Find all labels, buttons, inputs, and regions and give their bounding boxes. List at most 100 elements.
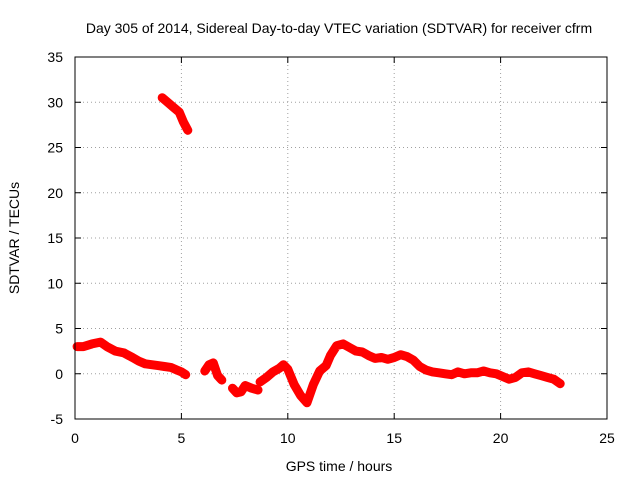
data-point bbox=[162, 97, 171, 106]
data-point bbox=[232, 388, 241, 397]
data-point bbox=[364, 351, 373, 360]
data-point bbox=[179, 118, 188, 127]
data-point bbox=[351, 347, 360, 356]
data-point bbox=[177, 367, 186, 376]
y-tick-label: 30 bbox=[47, 94, 63, 110]
data-point bbox=[283, 365, 292, 374]
data-point bbox=[358, 348, 367, 357]
data-point bbox=[111, 347, 120, 356]
data-point bbox=[183, 126, 192, 135]
y-tick-label: 15 bbox=[47, 230, 63, 246]
data-point bbox=[524, 367, 533, 376]
data-point bbox=[88, 339, 97, 348]
data-point bbox=[530, 369, 539, 378]
series-segment-4 bbox=[228, 381, 263, 398]
data-point bbox=[447, 370, 456, 379]
data-point bbox=[498, 372, 507, 381]
y-tick-label: 20 bbox=[47, 185, 63, 201]
data-point bbox=[209, 358, 218, 367]
data-point bbox=[262, 373, 271, 382]
data-point bbox=[175, 108, 184, 117]
data-point bbox=[256, 377, 265, 386]
data-point bbox=[517, 368, 526, 377]
data-point bbox=[147, 360, 156, 369]
data-point bbox=[479, 367, 488, 376]
series-segment-5 bbox=[255, 339, 565, 408]
chart-title: Day 305 of 2014, Sidereal Day-to-day VTE… bbox=[86, 20, 592, 36]
x-tick-label: 10 bbox=[280, 430, 296, 446]
data-point bbox=[322, 361, 331, 370]
x-tick-label: 0 bbox=[71, 430, 79, 446]
data-point bbox=[275, 364, 284, 373]
data-point bbox=[254, 386, 263, 395]
data-point bbox=[217, 376, 226, 385]
data-point bbox=[296, 391, 305, 400]
data-point bbox=[279, 360, 288, 369]
series-segment-1 bbox=[72, 337, 191, 380]
data-point bbox=[345, 343, 354, 352]
data-point bbox=[181, 370, 190, 379]
data-point bbox=[454, 367, 463, 376]
data-point bbox=[290, 380, 299, 389]
data-point bbox=[537, 371, 546, 380]
data-point bbox=[79, 342, 88, 351]
data-point bbox=[309, 380, 318, 389]
data-point bbox=[96, 338, 105, 347]
data-point bbox=[505, 375, 514, 384]
axis-ticks: 0 5 10 15 20 25 -5 0 5 10 15 20 25 30 35 bbox=[47, 49, 615, 446]
data-point bbox=[268, 367, 277, 376]
x-tick-label: 25 bbox=[599, 430, 615, 446]
data-point bbox=[511, 373, 520, 382]
data-point bbox=[377, 353, 386, 362]
data-point bbox=[409, 356, 418, 365]
data-point bbox=[492, 369, 501, 378]
data-point bbox=[200, 367, 209, 376]
data-point bbox=[160, 362, 169, 371]
data-point bbox=[173, 366, 182, 375]
x-tick-label: 20 bbox=[493, 430, 509, 446]
data-point bbox=[402, 352, 411, 361]
x-tick-label: 5 bbox=[178, 430, 186, 446]
data-point bbox=[543, 373, 552, 382]
data-point bbox=[422, 366, 431, 375]
data-point bbox=[485, 368, 494, 377]
data-point bbox=[473, 368, 482, 377]
data-point bbox=[441, 369, 450, 378]
data-point bbox=[396, 350, 405, 359]
data-point bbox=[168, 102, 177, 111]
data-point bbox=[141, 359, 150, 368]
y-axis-title: SDTVAR / TECUs bbox=[6, 182, 22, 294]
data-series bbox=[72, 93, 565, 408]
data-point bbox=[158, 93, 167, 102]
x-tick-label: 15 bbox=[386, 430, 402, 446]
data-point bbox=[549, 375, 558, 384]
data-point bbox=[153, 361, 162, 370]
series-band bbox=[255, 339, 565, 408]
data-point bbox=[339, 339, 348, 348]
y-tick-label: 25 bbox=[47, 140, 63, 156]
data-point bbox=[134, 357, 143, 366]
series-segment-3 bbox=[200, 358, 227, 385]
data-point bbox=[315, 367, 324, 376]
data-point bbox=[128, 353, 137, 362]
series-band bbox=[72, 337, 191, 380]
data-point bbox=[166, 363, 175, 372]
data-point bbox=[428, 367, 437, 376]
y-tick-label: 35 bbox=[47, 49, 63, 65]
data-point bbox=[241, 381, 250, 390]
y-tick-label: 10 bbox=[47, 275, 63, 291]
x-axis-title: GPS time / hours bbox=[286, 458, 393, 474]
data-point bbox=[371, 354, 380, 363]
y-tick-label: -5 bbox=[51, 411, 64, 427]
data-point bbox=[383, 355, 392, 364]
data-point bbox=[332, 341, 341, 350]
data-point bbox=[434, 368, 443, 377]
data-point bbox=[556, 379, 565, 388]
data-point bbox=[390, 353, 399, 362]
data-point bbox=[460, 369, 469, 378]
data-point bbox=[247, 384, 256, 393]
data-point bbox=[236, 387, 245, 396]
data-point bbox=[326, 351, 335, 360]
data-point bbox=[119, 348, 128, 357]
data-point bbox=[102, 342, 111, 351]
